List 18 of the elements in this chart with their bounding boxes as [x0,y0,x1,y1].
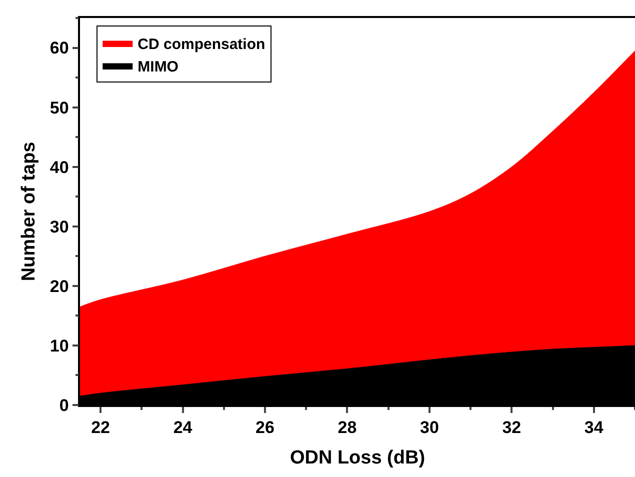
y-tick-label: 0 [59,396,69,415]
x-tick-label: 32 [502,418,522,438]
legend-label: CD compensation [138,36,266,53]
y-tick-label: 60 [50,38,69,58]
x-tick-label: 22 [91,418,110,438]
legend-label: MIMO [138,58,179,76]
y-tick-label: 20 [50,276,69,296]
x-axis-title: ODN Loss (dB) [290,447,426,468]
x-tick-label: 26 [256,418,274,438]
y-axis-title: Number of taps [18,142,40,282]
y-tick-label: 50 [50,98,69,118]
x-tick-label: 30 [420,418,439,438]
y-tick-label: 30 [50,217,69,236]
x-tick-label: 34 [584,418,604,438]
y-tick-label: 10 [50,336,69,356]
y-tick-label: 40 [50,158,69,177]
x-tick-label: 24 [173,418,193,438]
x-tick-label: 28 [338,418,357,438]
